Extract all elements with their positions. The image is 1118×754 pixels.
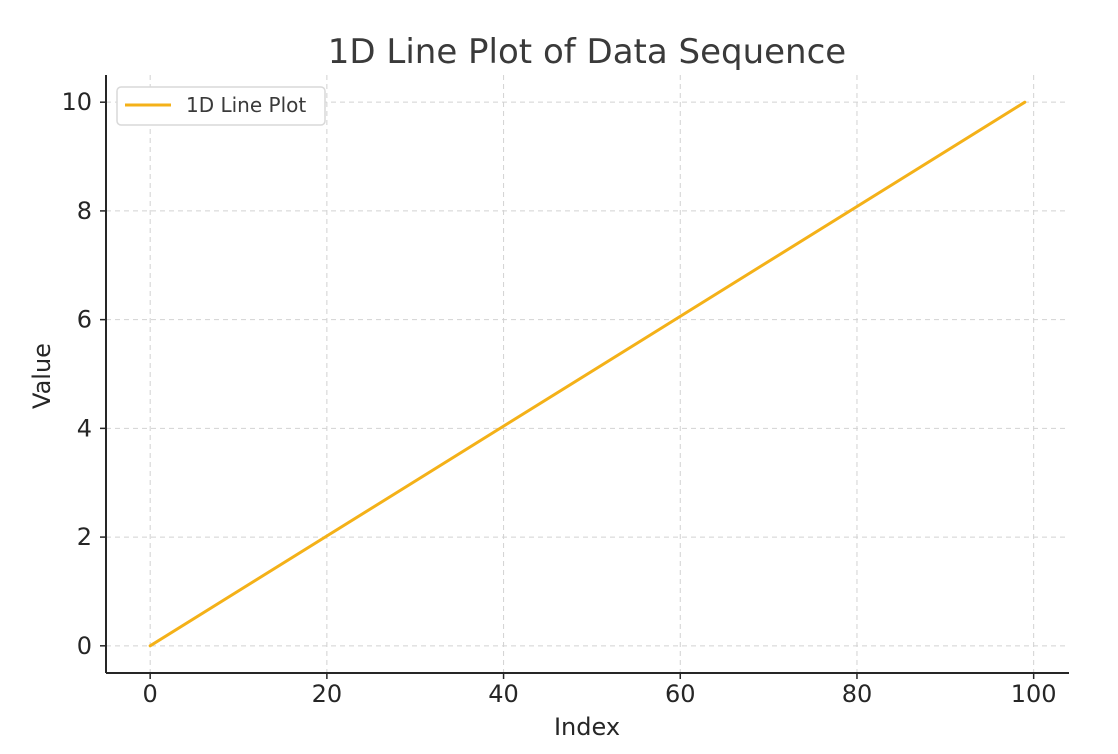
axes-layer: 0 20 40 60 80 100 0 2 4 6 8 10: [61, 75, 1069, 708]
y-tick-label: 2: [77, 523, 92, 551]
legend-box: [116, 86, 326, 126]
grid-layer: [106, 75, 1069, 673]
x-tick-label: 100: [1011, 680, 1057, 708]
x-tick-label: 80: [842, 680, 873, 708]
y-tick-label: 6: [77, 306, 92, 334]
chart-legend: 1D Line Plot: [116, 86, 326, 126]
x-tick-label: 20: [312, 680, 343, 708]
y-tick-label: 0: [77, 632, 92, 660]
series-line: [148, 100, 1027, 648]
x-tick-label: 0: [143, 680, 158, 708]
chart-title: 1D Line Plot of Data Sequence: [328, 32, 846, 72]
x-axis-label: Index: [554, 713, 620, 741]
y-tick-label: 10: [61, 88, 92, 116]
x-tick-label: 40: [488, 680, 519, 708]
y-tick-label: 8: [77, 197, 92, 225]
legend-series-label: 1D Line Plot: [186, 93, 306, 117]
y-axis-label: Value: [28, 343, 56, 409]
series-layer: [148, 100, 1027, 648]
x-tick-label: 60: [665, 680, 696, 708]
y-tick-label: 4: [77, 414, 92, 442]
